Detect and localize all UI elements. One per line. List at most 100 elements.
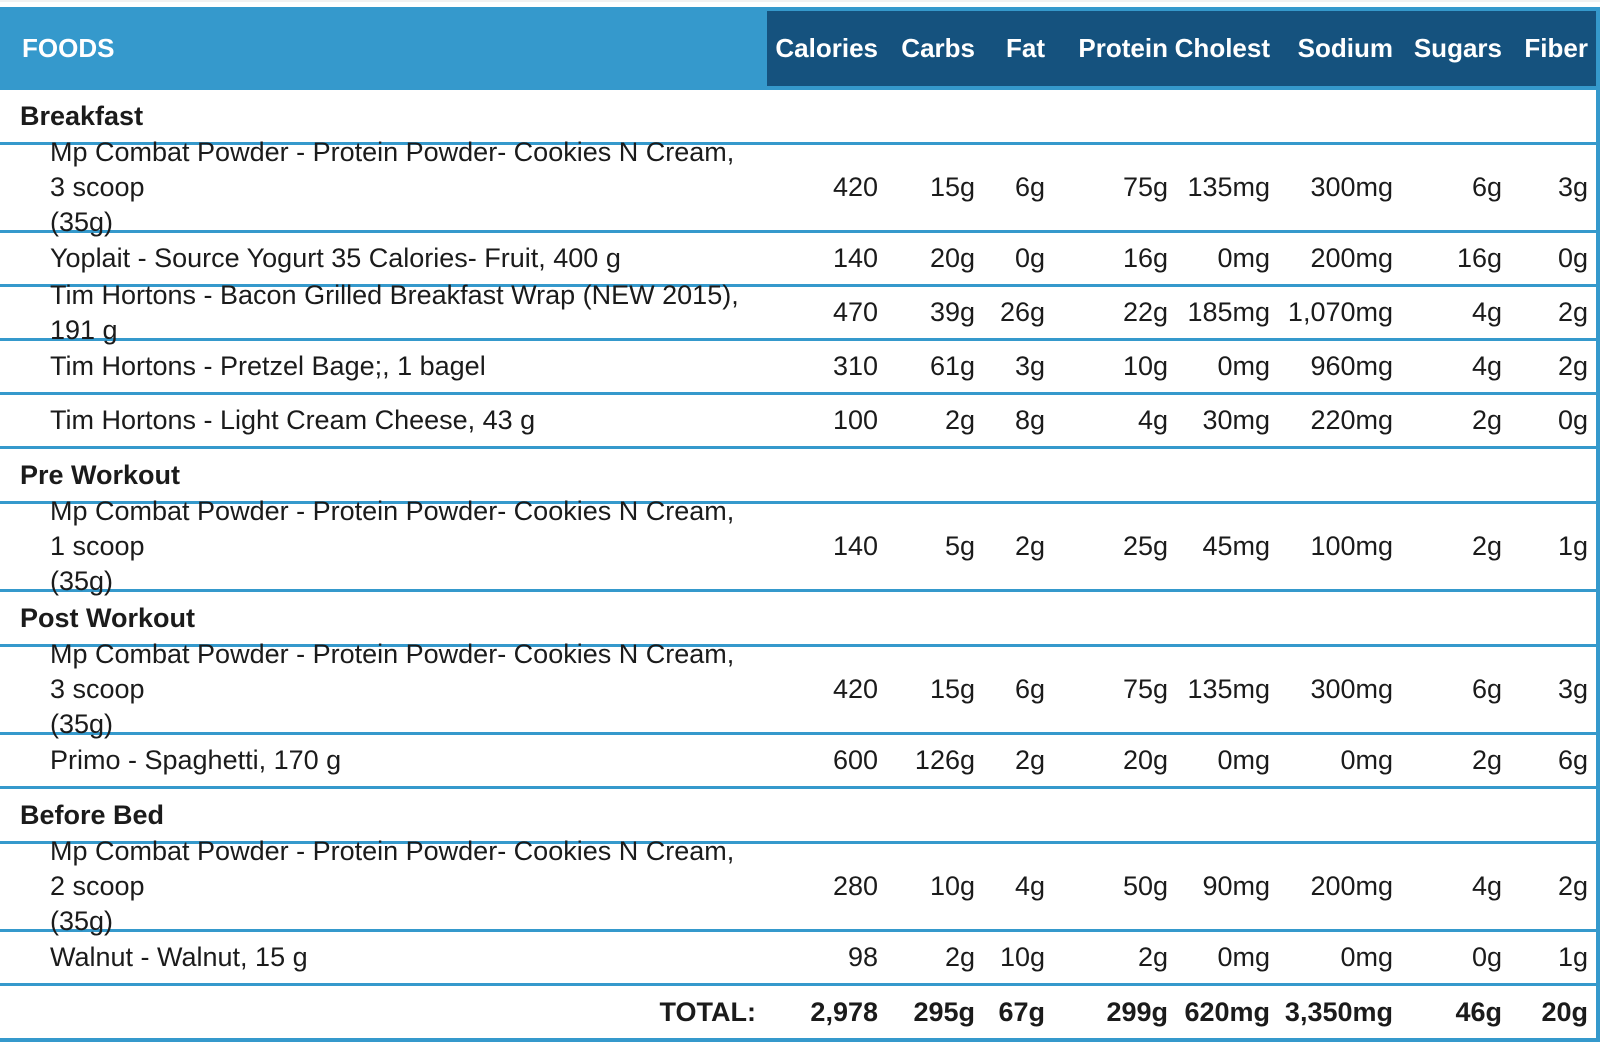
- value-carbs: 2g: [944, 405, 975, 435]
- value-fiber: 1g: [1557, 531, 1588, 561]
- food-item-name: Mp Combat Powder - Protein Powder- Cooki…: [0, 637, 760, 742]
- section-row: Post Workout: [0, 592, 1596, 647]
- value-fat: 6g: [1014, 674, 1045, 704]
- value-carbs: 39g: [929, 297, 975, 327]
- value-protein: 22g: [1122, 297, 1168, 327]
- column-header-sugars: Sugars: [1413, 33, 1502, 63]
- value-protein: 75g: [1122, 674, 1168, 704]
- value-fiber: 0g: [1557, 243, 1588, 273]
- food-item-name-line: Mp Combat Powder - Protein Powder- Cooki…: [50, 496, 735, 561]
- value-sugars: 2g: [1471, 531, 1502, 561]
- value-fat: 26g: [999, 297, 1045, 327]
- value-carbs: 2g: [944, 942, 975, 972]
- value-protein: 4g: [1137, 405, 1168, 435]
- value-fiber: 0g: [1557, 405, 1588, 435]
- food-item-name: Walnut - Walnut, 15 g: [0, 940, 760, 975]
- section-title: Before Bed: [20, 799, 165, 830]
- value-carbs: 15g: [929, 674, 975, 704]
- table-header-row: FOODS Calories Carbs Fat Protein Cholest…: [0, 7, 1596, 90]
- food-item-name-line: Primo - Spaghetti, 170 g: [50, 745, 342, 775]
- food-diary-table: FOODS Calories Carbs Fat Protein Cholest…: [0, 7, 1600, 1042]
- value-sugars: 6g: [1471, 674, 1502, 704]
- table-body: Breakfast Mp Combat Powder - Protein Powd…: [0, 90, 1596, 986]
- value-carbs: 5g: [944, 531, 975, 561]
- total-calories: 2,978: [810, 996, 878, 1027]
- value-sodium: 300mg: [1310, 172, 1393, 202]
- value-calories: 280: [832, 871, 878, 901]
- value-sugars: 4g: [1471, 871, 1502, 901]
- food-item-row: Yoplait - Source Yogurt 35 Calories- Fru…: [0, 233, 1596, 287]
- value-cholest: 0mg: [1217, 243, 1270, 273]
- section-row: Breakfast: [0, 90, 1596, 145]
- total-fat: 67g: [998, 996, 1045, 1027]
- value-cholest: 135mg: [1187, 172, 1270, 202]
- food-item-name: Tim Hortons - Light Cream Cheese, 43 g: [0, 403, 760, 438]
- food-item-name-line: (35g): [50, 906, 114, 936]
- value-fat: 10g: [999, 942, 1045, 972]
- food-item-row: Tim Hortons - Pretzel Bage;, 1 bagel 310 6…: [0, 341, 1596, 395]
- page-top-strip: [0, 0, 1600, 2]
- food-item-row: Mp Combat Powder - Protein Powder- Cooki…: [0, 496, 1596, 596]
- value-cholest: 0mg: [1217, 745, 1270, 775]
- value-cholest: 0mg: [1217, 942, 1270, 972]
- total-cholest: 620mg: [1184, 996, 1270, 1027]
- value-calories: 98: [847, 942, 878, 972]
- value-cholest: 45mg: [1202, 531, 1270, 561]
- food-item-name-line: Mp Combat Powder - Protein Powder- Cooki…: [50, 639, 735, 704]
- total-row: TOTAL: 2,978 295g 67g 299g 620mg 3,350mg…: [0, 986, 1596, 1038]
- value-carbs: 20g: [929, 243, 975, 273]
- value-sugars: 4g: [1471, 297, 1502, 327]
- food-item-name: Tim Hortons - Pretzel Bage;, 1 bagel: [0, 349, 760, 384]
- value-cholest: 0mg: [1217, 351, 1270, 381]
- value-calories: 420: [832, 172, 878, 202]
- value-sodium: 200mg: [1310, 871, 1393, 901]
- section-title: Pre Workout: [20, 459, 181, 490]
- value-cholest: 30mg: [1202, 405, 1270, 435]
- food-item-name-line: (35g): [50, 207, 114, 237]
- value-fiber: 3g: [1557, 674, 1588, 704]
- total-sodium: 3,350mg: [1284, 996, 1393, 1027]
- food-item-name-line: Tim Hortons - Light Cream Cheese, 43 g: [50, 405, 536, 435]
- food-item-name-line: Mp Combat Powder - Protein Powder- Cooki…: [50, 836, 735, 901]
- value-sodium: 960mg: [1310, 351, 1393, 381]
- food-item-row: Mp Combat Powder - Protein Powder- Cooki…: [0, 639, 1596, 739]
- food-item-name-line: (35g): [50, 566, 114, 596]
- column-header-fiber: Fiber: [1524, 33, 1588, 63]
- value-fat: 4g: [1014, 871, 1045, 901]
- value-cholest: 90mg: [1202, 871, 1270, 901]
- value-calories: 420: [832, 674, 878, 704]
- value-fat: 3g: [1014, 351, 1045, 381]
- food-item-name: Primo - Spaghetti, 170 g: [0, 743, 760, 778]
- value-cholest: 185mg: [1187, 297, 1270, 327]
- value-fiber: 2g: [1557, 297, 1588, 327]
- value-sodium: 220mg: [1310, 405, 1393, 435]
- value-fat: 6g: [1014, 172, 1045, 202]
- section-row: Pre Workout: [0, 449, 1596, 504]
- column-header-fat: Fat: [1006, 33, 1045, 63]
- total-protein: 299g: [1106, 996, 1168, 1027]
- value-protein: 20g: [1122, 745, 1168, 775]
- value-calories: 140: [832, 531, 878, 561]
- section-title: Breakfast: [20, 100, 144, 131]
- value-sugars: 16g: [1456, 243, 1502, 273]
- food-item-name: Tim Hortons - Bacon Grilled Breakfast Wr…: [0, 278, 760, 348]
- food-item-name-line: Walnut - Walnut, 15 g: [50, 942, 308, 972]
- value-protein: 25g: [1122, 531, 1168, 561]
- value-fat: 2g: [1014, 531, 1045, 561]
- value-sodium: 1,070mg: [1287, 297, 1393, 327]
- foods-column-header: FOODS: [22, 33, 115, 63]
- value-sugars: 2g: [1471, 745, 1502, 775]
- value-sodium: 100mg: [1310, 531, 1393, 561]
- column-header-protein: Protein: [1078, 33, 1168, 63]
- value-carbs: 61g: [929, 351, 975, 381]
- value-calories: 140: [832, 243, 878, 273]
- column-header-calories: Calories: [775, 33, 878, 63]
- food-item-row: Primo - Spaghetti, 170 g 600 126g 2g 20g 0mg 0…: [0, 735, 1596, 789]
- value-calories: 600: [832, 745, 878, 775]
- food-item-name: Mp Combat Powder - Protein Powder- Cooki…: [0, 494, 760, 599]
- column-header-sodium: Sodium: [1297, 33, 1393, 63]
- food-item-row: Mp Combat Powder - Protein Powder- Cooki…: [0, 836, 1596, 936]
- total-label: TOTAL:: [659, 996, 756, 1027]
- value-fat: 2g: [1014, 745, 1045, 775]
- value-sodium: 300mg: [1310, 674, 1393, 704]
